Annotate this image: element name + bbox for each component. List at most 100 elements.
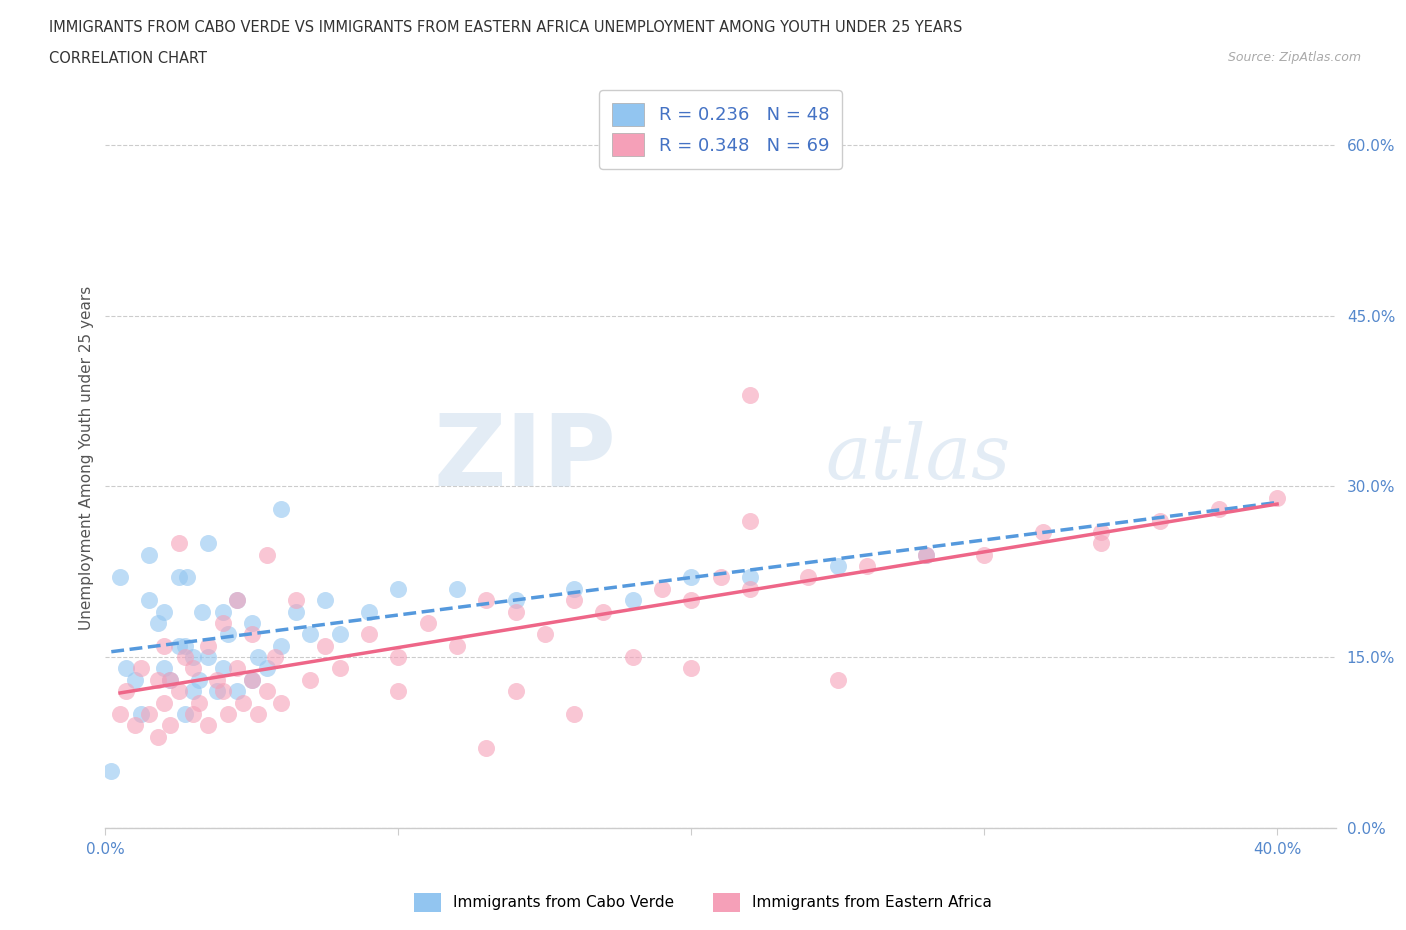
Point <box>562 592 585 607</box>
Point <box>270 502 292 517</box>
Point <box>446 638 468 653</box>
Point <box>138 547 160 562</box>
Point <box>914 547 936 562</box>
Point <box>197 638 219 653</box>
Point <box>183 684 205 698</box>
Point <box>314 638 336 653</box>
Point <box>505 604 527 619</box>
Point <box>329 661 352 676</box>
Point <box>359 604 381 619</box>
Point <box>284 604 307 619</box>
Point <box>856 559 879 574</box>
Point <box>100 764 122 778</box>
Point <box>205 684 228 698</box>
Point <box>1149 513 1171 528</box>
Point <box>205 672 228 687</box>
Point <box>167 638 190 653</box>
Point <box>148 672 170 687</box>
Point <box>710 570 733 585</box>
Point <box>1032 525 1054 539</box>
Point <box>387 684 409 698</box>
Legend: Immigrants from Cabo Verde, Immigrants from Eastern Africa: Immigrants from Cabo Verde, Immigrants f… <box>408 887 998 918</box>
Point <box>183 661 205 676</box>
Point <box>183 707 205 722</box>
Point <box>226 592 249 607</box>
Point <box>153 638 176 653</box>
Point <box>681 592 703 607</box>
Point <box>115 684 138 698</box>
Point <box>299 627 322 642</box>
Point <box>167 536 190 551</box>
Point <box>153 604 176 619</box>
Point <box>562 707 585 722</box>
Point <box>197 536 219 551</box>
Point <box>197 650 219 665</box>
Point <box>505 684 527 698</box>
Point <box>226 592 249 607</box>
Point <box>681 570 703 585</box>
Point <box>211 684 233 698</box>
Point <box>738 570 761 585</box>
Point <box>232 695 254 710</box>
Point <box>191 604 214 619</box>
Point <box>218 627 240 642</box>
Point <box>475 592 498 607</box>
Point <box>226 684 249 698</box>
Point <box>124 718 146 733</box>
Point <box>129 707 152 722</box>
Point <box>562 581 585 596</box>
Point <box>314 592 336 607</box>
Point <box>153 661 176 676</box>
Point <box>240 627 263 642</box>
Point <box>505 592 527 607</box>
Point <box>138 592 160 607</box>
Point <box>108 570 131 585</box>
Point <box>211 661 233 676</box>
Point <box>387 581 409 596</box>
Text: Source: ZipAtlas.com: Source: ZipAtlas.com <box>1227 51 1361 64</box>
Point <box>256 547 278 562</box>
Point <box>359 627 381 642</box>
Point <box>1208 502 1230 517</box>
Text: ZIP: ZIP <box>433 409 616 507</box>
Point <box>299 672 322 687</box>
Point <box>129 661 152 676</box>
Point <box>197 718 219 733</box>
Point <box>159 718 181 733</box>
Point <box>256 684 278 698</box>
Point <box>270 638 292 653</box>
Point <box>621 650 644 665</box>
Point <box>240 672 263 687</box>
Point <box>176 570 198 585</box>
Point <box>183 650 205 665</box>
Point <box>226 661 249 676</box>
Point <box>115 661 138 676</box>
Point <box>797 570 820 585</box>
Point <box>533 627 555 642</box>
Point <box>173 650 195 665</box>
Point <box>592 604 614 619</box>
Point <box>153 695 176 710</box>
Text: IMMIGRANTS FROM CABO VERDE VS IMMIGRANTS FROM EASTERN AFRICA UNEMPLOYMENT AMONG : IMMIGRANTS FROM CABO VERDE VS IMMIGRANTS… <box>49 20 963 35</box>
Point <box>211 616 233 631</box>
Point <box>256 661 278 676</box>
Point <box>240 672 263 687</box>
Point <box>246 707 269 722</box>
Point <box>188 695 211 710</box>
Point <box>621 592 644 607</box>
Point <box>167 570 190 585</box>
Point <box>173 638 195 653</box>
Point <box>159 672 181 687</box>
Text: CORRELATION CHART: CORRELATION CHART <box>49 51 207 66</box>
Point <box>446 581 468 596</box>
Point <box>738 581 761 596</box>
Point <box>173 707 195 722</box>
Point <box>416 616 439 631</box>
Point <box>148 729 170 744</box>
Point <box>240 616 263 631</box>
Text: atlas: atlas <box>825 421 1011 495</box>
Point <box>1090 536 1112 551</box>
Point <box>973 547 995 562</box>
Point <box>167 684 190 698</box>
Point <box>1090 525 1112 539</box>
